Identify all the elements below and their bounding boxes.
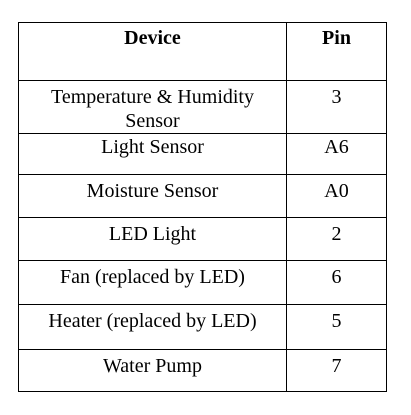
column-header-device: Device [18,22,287,81]
device-cell: LED Light [18,217,287,261]
pin-cell: 6 [286,260,387,305]
table-row: LED Light 2 [18,217,387,261]
table-row: Heater (replaced by LED) 5 [18,304,387,350]
table-row: Light Sensor A6 [18,133,387,175]
table-row: Water Pump 7 [18,349,387,392]
pin-cell: A0 [286,174,387,218]
pin-cell: 7 [286,349,387,392]
table-row: Moisture Sensor A0 [18,174,387,218]
table-row: Temperature & Humidity Sensor 3 [18,80,387,134]
device-cell: Heater (replaced by LED) [18,304,287,350]
device-cell: Moisture Sensor [18,174,287,218]
pin-cell: 3 [286,80,387,134]
pin-cell: A6 [286,133,387,175]
table-header-row: Device Pin [18,22,387,81]
table-row: Fan (replaced by LED) 6 [18,260,387,305]
column-header-pin: Pin [286,22,387,81]
device-pin-table: Device Pin Temperature & Humidity Sensor… [18,22,387,392]
pin-cell: 2 [286,217,387,261]
device-cell: Water Pump [18,349,287,392]
device-cell: Temperature & Humidity Sensor [18,80,287,134]
pin-cell: 5 [286,304,387,350]
device-cell: Fan (replaced by LED) [18,260,287,305]
device-cell: Light Sensor [18,133,287,175]
